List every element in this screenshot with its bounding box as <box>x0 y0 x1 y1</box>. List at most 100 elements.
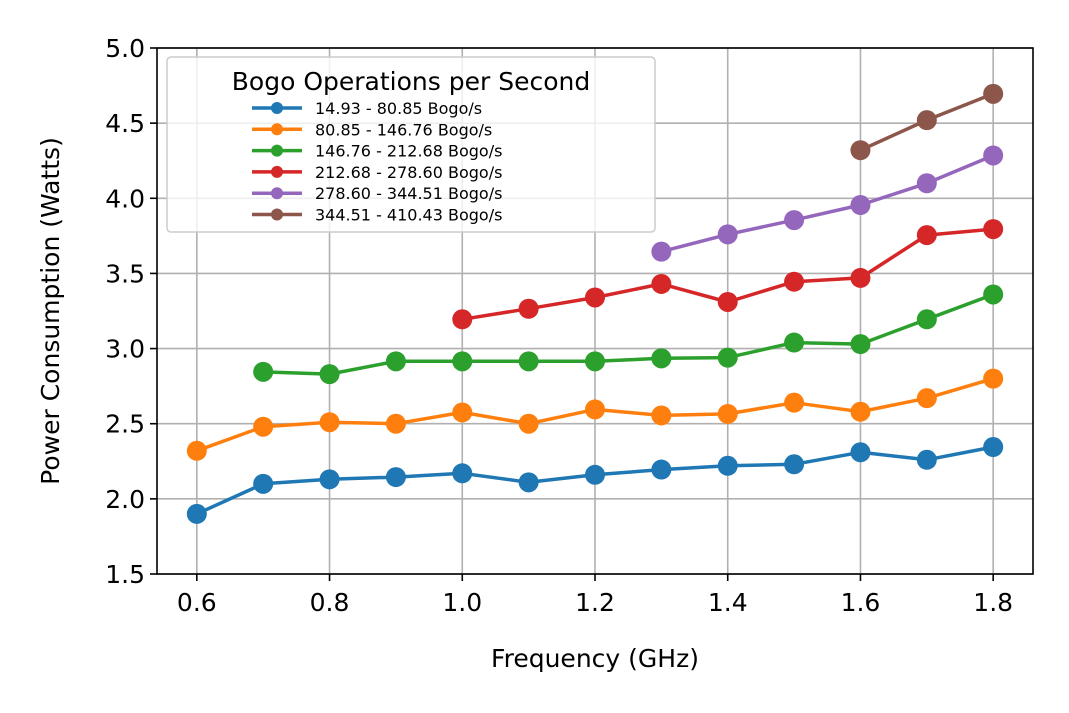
legend: Bogo Operations per Second 14.93 - 80.85… <box>166 56 656 233</box>
data-point <box>983 368 1004 389</box>
x-tick-label: 1.8 <box>973 588 1013 617</box>
y-tick-label: 4.0 <box>105 184 145 213</box>
legend-marker <box>271 165 283 178</box>
legend-label: 212.68 - 278.60 Bogo/s <box>315 163 502 182</box>
legend-marker <box>271 123 283 136</box>
x-tick-label: 1.2 <box>575 588 615 617</box>
y-axis-label: Power Consumption (Watts) <box>36 137 65 485</box>
legend-entry: 146.76 - 212.68 Bogo/s <box>252 142 502 161</box>
data-point <box>385 413 406 434</box>
data-point <box>717 291 738 312</box>
data-point <box>651 348 672 369</box>
data-point <box>651 459 672 480</box>
legend-entry: 80.85 - 146.76 Bogo/s <box>252 120 492 139</box>
legend-marker <box>271 102 283 114</box>
y-tick-label: 3.0 <box>105 335 145 364</box>
ticks: 0.6 0.8 1.0 1.2 1.4 1.6 1.8 1.5 2.0 2.5 3.0 3.5 4.0 4… <box>105 34 1013 617</box>
legend-entry: 344.51 - 410.43 Bogo/s <box>252 206 502 225</box>
data-point <box>518 472 539 493</box>
y-tick-label: 5.0 <box>105 34 145 63</box>
legend-entries: 14.93 - 80.85 Bogo/s 80.85 - 146.76 Bogo/… <box>252 99 502 225</box>
series-6 <box>850 83 1004 161</box>
series-line <box>263 292 994 376</box>
legend-entry: 212.68 - 278.60 Bogo/s <box>252 163 502 182</box>
legend-title: Bogo Operations per Second <box>232 67 590 96</box>
data-point <box>385 351 406 372</box>
data-point <box>784 271 805 292</box>
series-layer <box>186 83 1004 524</box>
data-point <box>916 388 937 409</box>
legend-marker <box>271 187 283 200</box>
data-point <box>916 309 937 330</box>
legend-entry: 278.60 - 344.51 Bogo/s <box>252 184 502 203</box>
y-tick-label: 4.5 <box>105 109 145 138</box>
data-point <box>784 392 805 413</box>
legend-marker <box>271 144 283 157</box>
y-tick-label: 2.0 <box>105 485 145 514</box>
data-point <box>850 442 871 463</box>
data-point <box>319 364 340 385</box>
data-point <box>585 399 605 420</box>
data-point <box>518 413 539 434</box>
data-point <box>452 463 473 484</box>
data-point <box>983 284 1004 305</box>
data-point <box>651 241 672 262</box>
legend-box <box>166 56 656 233</box>
x-tick-label: 0.8 <box>310 588 350 617</box>
series-1 <box>186 437 1004 524</box>
data-point <box>916 173 937 194</box>
data-point <box>717 347 738 368</box>
y-tick-label: 2.5 <box>105 410 145 439</box>
data-point <box>916 449 937 470</box>
series-4 <box>452 219 1004 330</box>
data-point <box>452 351 473 372</box>
x-tick-label: 1.6 <box>841 588 881 617</box>
legend-label: 278.60 - 344.51 Bogo/s <box>315 184 502 203</box>
y-tick-label: 3.5 <box>105 259 145 288</box>
data-point <box>253 416 274 437</box>
data-point <box>717 455 738 476</box>
y-tick-label: 1.5 <box>105 560 145 589</box>
legend-label: 344.51 - 410.43 Bogo/s <box>315 206 502 225</box>
data-point <box>983 437 1004 458</box>
data-point <box>784 332 805 353</box>
data-point <box>186 440 207 461</box>
legend-label: 14.93 - 80.85 Bogo/s <box>315 99 482 118</box>
data-point <box>717 403 738 424</box>
data-point <box>585 464 605 485</box>
data-point <box>253 473 274 494</box>
data-point <box>717 224 738 245</box>
x-tick-label: 1.0 <box>442 588 482 617</box>
data-point <box>651 273 672 294</box>
x-axis-label: Frequency (GHz) <box>491 644 699 673</box>
data-point <box>452 402 473 423</box>
data-point <box>850 401 871 422</box>
x-tick-label: 1.4 <box>708 588 748 617</box>
data-point <box>983 219 1004 240</box>
data-point <box>651 405 672 426</box>
data-point <box>319 469 340 490</box>
series-line <box>660 153 994 254</box>
x-tick-label: 0.6 <box>177 588 217 617</box>
data-point <box>916 110 937 131</box>
data-point <box>319 412 340 433</box>
data-point <box>850 195 871 216</box>
data-point <box>850 267 871 288</box>
data-point <box>585 351 605 372</box>
series-2 <box>186 368 1004 461</box>
data-point <box>585 287 605 308</box>
data-point <box>385 467 406 488</box>
data-point <box>850 140 871 161</box>
legend-entry: 14.93 - 80.85 Bogo/s <box>252 99 482 118</box>
data-point <box>784 454 805 475</box>
legend-label: 146.76 - 212.68 Bogo/s <box>315 142 502 161</box>
data-point <box>253 361 274 382</box>
data-point <box>186 503 207 524</box>
data-point <box>983 145 1004 166</box>
legend-marker <box>271 208 283 221</box>
data-point <box>850 334 871 355</box>
data-point <box>518 351 539 372</box>
legend-label: 80.85 - 146.76 Bogo/s <box>315 120 492 139</box>
data-point <box>518 298 539 319</box>
